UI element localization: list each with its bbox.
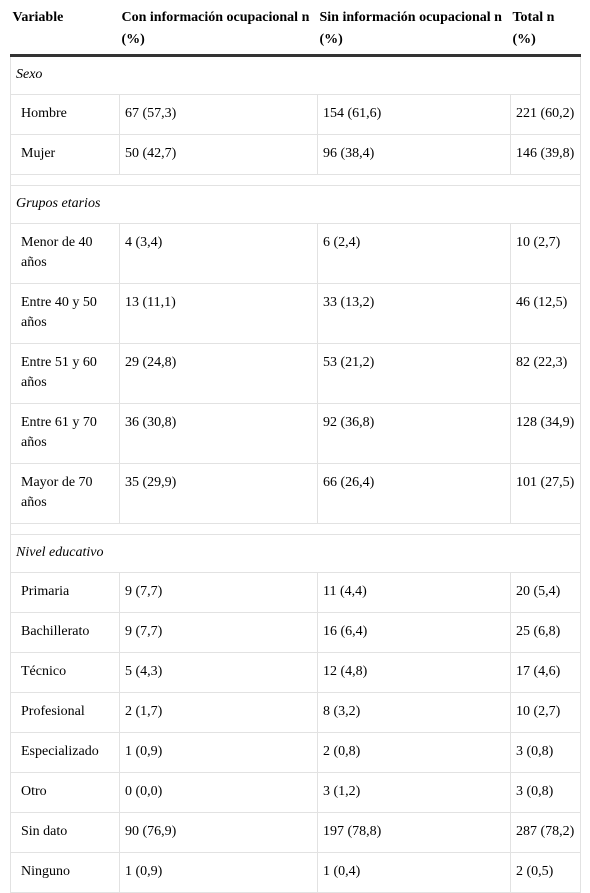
cell-con-informacion: 5 (4,3) (119, 652, 318, 693)
table-row: Bachillerato 9 (7,7) 16 (6,4) 25 (6,8) (10, 612, 581, 653)
table-row: Entre 51 y 60 años 29 (24,8) 53 (21,2) 82 (… (10, 343, 581, 404)
cell-con-informacion: 35 (29,9) (119, 463, 318, 524)
cell-sin-informacion: 3 (1,2) (317, 772, 511, 813)
header-con-informacion: Con información ocupacional n (%) (119, 4, 318, 57)
cell-variable: Bachillerato (10, 612, 120, 653)
cell-sin-informacion: 33 (13,2) (317, 283, 511, 344)
cell-variable: Entre 51 y 60 años (10, 343, 120, 404)
section-spacer (10, 174, 581, 186)
table-row: Entre 40 y 50 años 13 (11,1) 33 (13,2) 46 (… (10, 283, 581, 344)
cell-total: 3 (0,8) (510, 732, 581, 773)
cell-variable: Hombre (10, 94, 120, 135)
cell-variable: Mayor de 70 años (10, 463, 120, 524)
cell-variable: Especializado (10, 732, 120, 773)
table-body: Sexo Hombre 67 (57,3) 154 (61,6) 221 (60,2) M… (10, 55, 581, 893)
cell-total: 10 (2,7) (510, 692, 581, 733)
cell-con-informacion: 13 (11,1) (119, 283, 318, 344)
cell-sin-informacion: 92 (36,8) (317, 403, 511, 464)
cell-variable: Menor de 40 años (10, 223, 120, 284)
cell-con-informacion: 0 (0,0) (119, 772, 318, 813)
cell-con-informacion: 1 (0,9) (119, 852, 318, 893)
cell-sin-informacion: 12 (4,8) (317, 652, 511, 693)
header-sin-informacion: Sin información ocupacional n (%) (317, 4, 511, 57)
cell-sin-informacion: 8 (3,2) (317, 692, 511, 733)
cell-sin-informacion: 53 (21,2) (317, 343, 511, 404)
cell-total: 10 (2,7) (510, 223, 581, 284)
cell-variable: Técnico (10, 652, 120, 693)
cell-sin-informacion: 2 (0,8) (317, 732, 511, 773)
table-row: Profesional 2 (1,7) 8 (3,2) 10 (2,7) (10, 692, 581, 733)
cell-sin-informacion: 66 (26,4) (317, 463, 511, 524)
cell-con-informacion: 9 (7,7) (119, 572, 318, 613)
cell-total: 287 (78,2) (510, 812, 581, 853)
cell-total: 20 (5,4) (510, 572, 581, 613)
cell-variable: Primaria (10, 572, 120, 613)
cell-total: 46 (12,5) (510, 283, 581, 344)
cell-con-informacion: 4 (3,4) (119, 223, 318, 284)
cell-sin-informacion: 197 (78,8) (317, 812, 511, 853)
header-row: Variable Con información ocupacional n (… (10, 4, 581, 57)
cell-total: 221 (60,2) (510, 94, 581, 135)
section-title: Grupos etarios (10, 185, 581, 224)
cell-variable: Profesional (10, 692, 120, 733)
table-header: Variable Con información ocupacional n (… (10, 4, 581, 57)
table-row: Otro 0 (0,0) 3 (1,2) 3 (0,8) (10, 772, 581, 813)
table-row: Sin dato 90 (76,9) 197 (78,8) 287 (78,2) (10, 812, 581, 853)
table-row: Técnico 5 (4,3) 12 (4,8) 17 (4,6) (10, 652, 581, 693)
cell-total: 146 (39,8) (510, 134, 581, 175)
spacer-cell (10, 174, 581, 186)
table-row: Entre 61 y 70 años 36 (30,8) 92 (36,8) 128 … (10, 403, 581, 464)
cell-variable: Sin dato (10, 812, 120, 853)
table-row: Menor de 40 años 4 (3,4) 6 (2,4) 10 (2,7) (10, 223, 581, 284)
cell-sin-informacion: 11 (4,4) (317, 572, 511, 613)
cell-con-informacion: 36 (30,8) (119, 403, 318, 464)
table-row: Primaria 9 (7,7) 11 (4,4) 20 (5,4) (10, 572, 581, 613)
spacer-cell (10, 523, 581, 535)
cell-total: 2 (0,5) (510, 852, 581, 893)
cell-sin-informacion: 16 (6,4) (317, 612, 511, 653)
cell-variable: Ninguno (10, 852, 120, 893)
table-row: Mujer 50 (42,7) 96 (38,4) 146 (39,8) (10, 134, 581, 175)
table-row: Hombre 67 (57,3) 154 (61,6) 221 (60,2) (10, 94, 581, 135)
cell-con-informacion: 1 (0,9) (119, 732, 318, 773)
cell-variable: Mujer (10, 134, 120, 175)
cell-sin-informacion: 1 (0,4) (317, 852, 511, 893)
section-header-row: Nivel educativo (10, 534, 581, 573)
header-variable: Variable (10, 4, 120, 57)
cell-con-informacion: 9 (7,7) (119, 612, 318, 653)
cell-sin-informacion: 6 (2,4) (317, 223, 511, 284)
section-header-row: Grupos etarios (10, 185, 581, 224)
section-title: Nivel educativo (10, 534, 581, 573)
section-spacer (10, 523, 581, 535)
table-row: Especializado 1 (0,9) 2 (0,8) 3 (0,8) (10, 732, 581, 773)
section-header-row: Sexo (10, 55, 581, 95)
cell-con-informacion: 50 (42,7) (119, 134, 318, 175)
cell-con-informacion: 67 (57,3) (119, 94, 318, 135)
cell-con-informacion: 29 (24,8) (119, 343, 318, 404)
cell-variable: Entre 40 y 50 años (10, 283, 120, 344)
header-total: Total n (%) (510, 4, 581, 57)
cell-sin-informacion: 154 (61,6) (317, 94, 511, 135)
data-table: Variable Con información ocupacional n (… (10, 4, 581, 893)
cell-total: 128 (34,9) (510, 403, 581, 464)
cell-variable: Entre 61 y 70 años (10, 403, 120, 464)
cell-con-informacion: 90 (76,9) (119, 812, 318, 853)
cell-total: 3 (0,8) (510, 772, 581, 813)
cell-total: 25 (6,8) (510, 612, 581, 653)
section-title: Sexo (10, 55, 581, 95)
cell-total: 17 (4,6) (510, 652, 581, 693)
cell-total: 101 (27,5) (510, 463, 581, 524)
cell-variable: Otro (10, 772, 120, 813)
table-row: Mayor de 70 años 35 (29,9) 66 (26,4) 101 (2… (10, 463, 581, 524)
cell-con-informacion: 2 (1,7) (119, 692, 318, 733)
cell-sin-informacion: 96 (38,4) (317, 134, 511, 175)
table-row: Ninguno 1 (0,9) 1 (0,4) 2 (0,5) (10, 852, 581, 893)
cell-total: 82 (22,3) (510, 343, 581, 404)
